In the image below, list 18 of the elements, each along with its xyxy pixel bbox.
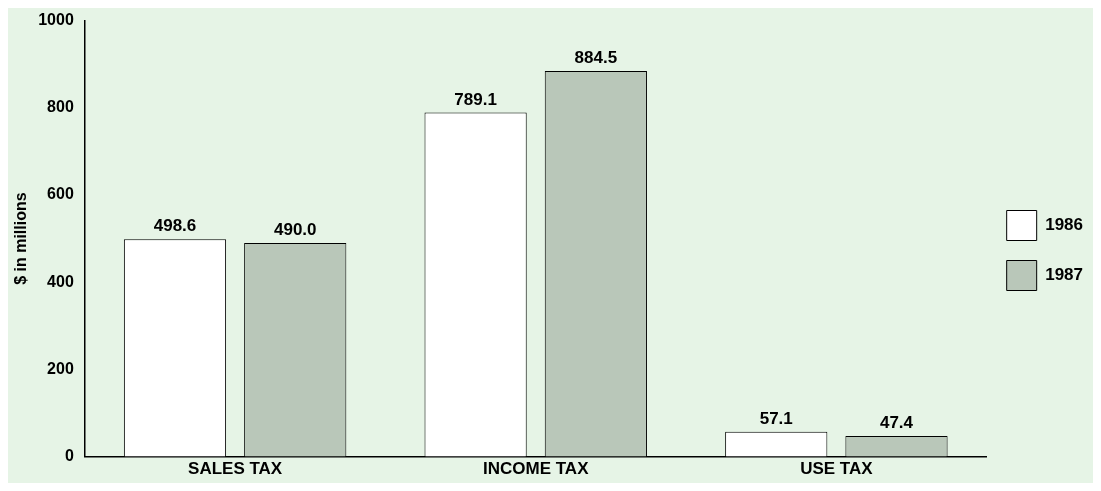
y-axis-title: $ in millions [12, 192, 30, 285]
data-label: 47.4 [879, 413, 914, 433]
data-label: 57.1 [759, 408, 793, 428]
y-tick-label: 800 [47, 98, 74, 116]
data-label: 884.5 [574, 48, 618, 68]
y-tick-label: 200 [47, 359, 74, 377]
data-label: 498.6 [153, 216, 197, 236]
x-tick-label: INCOME TAX [483, 459, 590, 479]
x-tick-label: USE TAX [800, 459, 874, 479]
data-label: 789.1 [454, 89, 497, 109]
y-tick-label: 0 [64, 447, 74, 465]
x-tick-label: SALES TAX [188, 459, 283, 479]
legend-label: 1987 [1045, 265, 1084, 285]
data-label: 490.0 [273, 220, 317, 240]
legend-label: 1986 [1045, 215, 1084, 235]
y-tick-label: 1000 [38, 11, 74, 29]
y-tick-label: 600 [47, 185, 74, 203]
y-tick-label: 400 [47, 272, 74, 290]
